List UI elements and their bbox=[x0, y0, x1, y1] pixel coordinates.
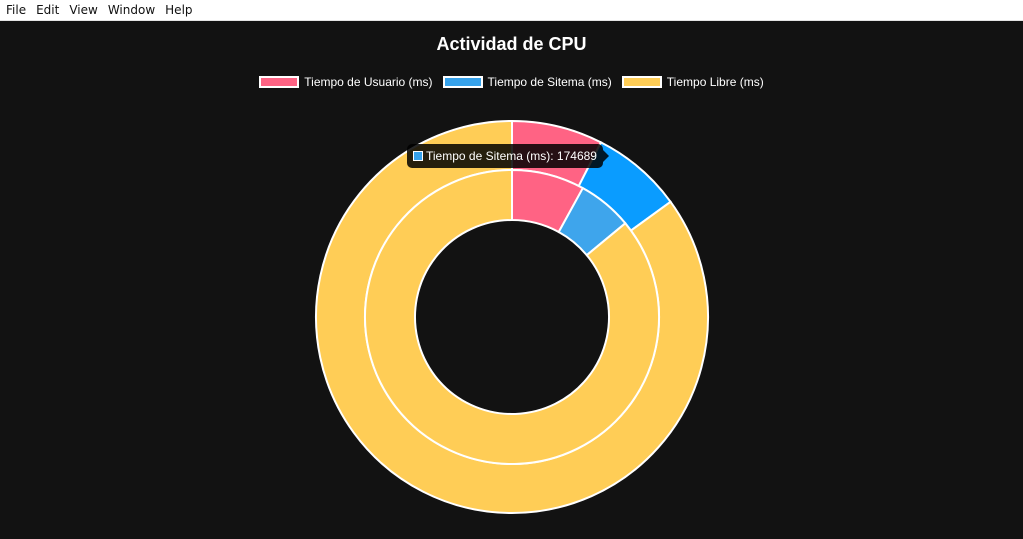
legend-item-user[interactable]: Tiempo de Usuario (ms) bbox=[259, 75, 433, 89]
tooltip-swatch bbox=[413, 151, 423, 161]
legend-label-system: Tiempo de Sitema (ms) bbox=[487, 75, 612, 89]
legend-item-idle[interactable]: Tiempo Libre (ms) bbox=[621, 75, 764, 89]
menu-view[interactable]: View bbox=[69, 2, 98, 17]
menu-edit[interactable]: Edit bbox=[36, 2, 60, 17]
menu-file[interactable]: File bbox=[6, 2, 27, 17]
legend-label-idle: Tiempo Libre (ms) bbox=[666, 75, 764, 89]
legend-swatch-user bbox=[259, 76, 300, 88]
chart-tooltip: Tiempo de Sitema (ms): 174689 bbox=[407, 144, 609, 168]
legend-item-system[interactable]: Tiempo de Sitema (ms) bbox=[442, 75, 612, 89]
inner-ring-slice-idle[interactable] bbox=[364, 168, 660, 465]
tooltip-text: Tiempo de Sitema (ms): 174689 bbox=[426, 149, 597, 163]
chart-title: Actividad de CPU bbox=[436, 34, 587, 54]
legend-swatch-system bbox=[442, 76, 483, 88]
menu-window[interactable]: Window bbox=[107, 2, 156, 17]
chart-legend: Tiempo de Usuario (ms) Tiempo de Sitema … bbox=[0, 75, 1023, 89]
legend-label-user: Tiempo de Usuario (ms) bbox=[304, 75, 433, 89]
legend-swatch-idle bbox=[621, 76, 662, 88]
menu-bar: File Edit View Window Help bbox=[0, 0, 1023, 21]
menu-help[interactable]: Help bbox=[165, 2, 193, 17]
